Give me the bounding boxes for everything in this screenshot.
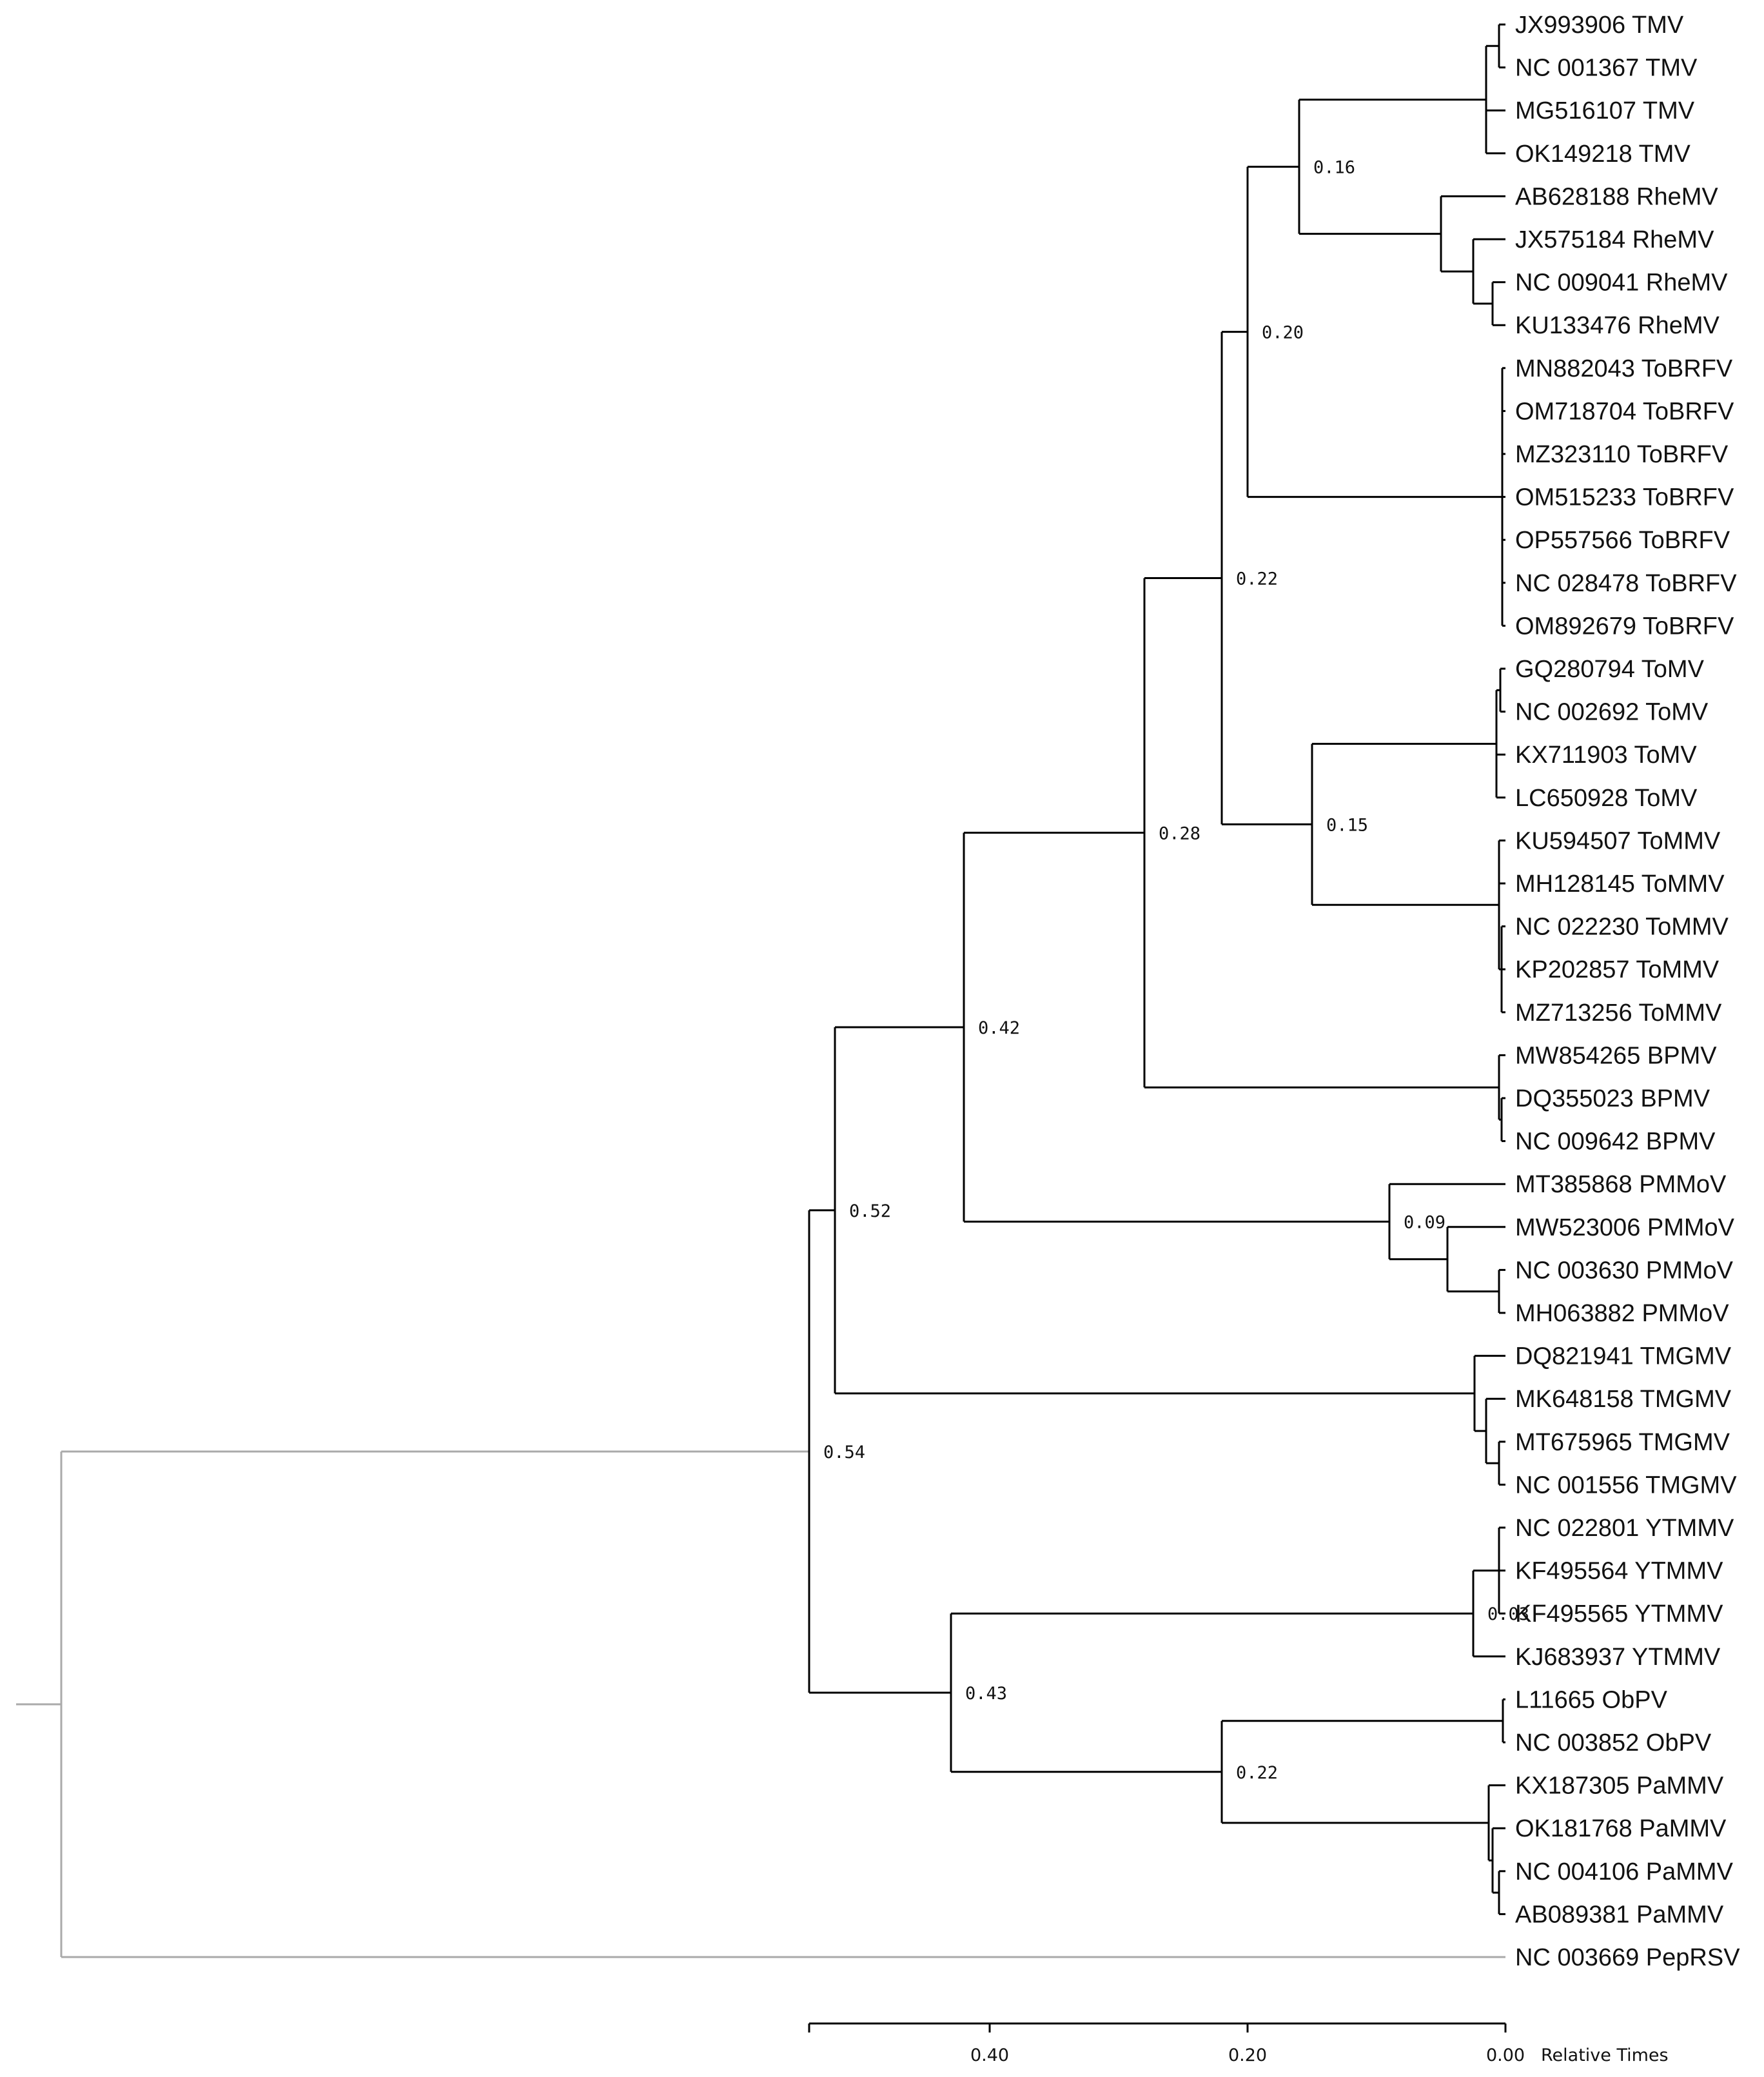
- node-age-label: 0.52: [849, 1201, 891, 1221]
- tip-label: OP557566 ToBRFV: [1515, 527, 1730, 554]
- tip-label: NC 022801 YTMMV: [1515, 1515, 1734, 1542]
- tip-label: KX711903 ToMV: [1515, 742, 1697, 769]
- tip-label: NC 022230 ToMMV: [1515, 914, 1729, 941]
- tip-label: GQ280794 ToMV: [1515, 656, 1705, 683]
- tip-label: DQ821941 TMGMV: [1515, 1343, 1732, 1370]
- axis-title: Relative Times: [1541, 2045, 1669, 2065]
- tip-label: KF495564 YTMMV: [1515, 1558, 1723, 1585]
- tip-label: NC 004106 PaMMV: [1515, 1858, 1734, 1885]
- node-age-label: 0.54: [823, 1442, 865, 1462]
- tip-label: LC650928 ToMV: [1515, 785, 1698, 812]
- tip-label: MK648158 TMGMV: [1515, 1386, 1732, 1413]
- node-age-label: 0.43: [965, 1684, 1007, 1704]
- tip-label: JX993906 TMV: [1515, 12, 1684, 39]
- node-age-label: 0.28: [1159, 823, 1200, 843]
- tip-label: NC 009642 BPMV: [1515, 1128, 1716, 1156]
- tip-label: MT675965 TMGMV: [1515, 1429, 1730, 1456]
- tree-branches: [16, 23, 1505, 1958]
- tip-label: OM892679 ToBRFV: [1515, 613, 1734, 640]
- node-age-label: 0.42: [978, 1018, 1020, 1038]
- tip-label: OK181768 PaMMV: [1515, 1815, 1727, 1842]
- tip-label: NC 001556 TMGMV: [1515, 1472, 1737, 1499]
- tip-label: OM718704 ToBRFV: [1515, 398, 1734, 425]
- tip-label: KX187305 PaMMV: [1515, 1773, 1724, 1800]
- time-axis: Relative Times 0.40 0.20 0.00: [808, 2022, 1669, 2065]
- tip-label: NC 028478 ToBRFV: [1515, 570, 1737, 597]
- axis-tick-label: 0.00: [1486, 2045, 1525, 2065]
- tip-label: MW854265 BPMV: [1515, 1042, 1717, 1069]
- tip-label: NC 009041 RheMV: [1515, 270, 1728, 297]
- tip-label: NC 001367 TMV: [1515, 55, 1698, 82]
- tip-label: MT385868 PMMoV: [1515, 1171, 1727, 1198]
- node-age-label: 0.22: [1236, 1763, 1278, 1783]
- tip-label: MN882043 ToBRFV: [1515, 355, 1733, 382]
- tip-label: MH128145 ToMMV: [1515, 871, 1725, 898]
- tip-label: NC 003669 PepRSV: [1515, 1944, 1740, 1971]
- tip-label: MW523006 PMMoV: [1515, 1214, 1735, 1241]
- tip-label: OK149218 TMV: [1515, 141, 1690, 168]
- tip-label: AB089381 PaMMV: [1515, 1901, 1724, 1928]
- tip-label: NC 003852 ObPV: [1515, 1729, 1712, 1757]
- tip-label: MH063882 PMMoV: [1515, 1300, 1729, 1327]
- tip-label: KU133476 RheMV: [1515, 312, 1720, 339]
- tip-label: KP202857 ToMMV: [1515, 956, 1720, 983]
- node-age-label: 0.20: [1262, 323, 1304, 343]
- node-age-label: 0.16: [1313, 158, 1355, 178]
- axis-tick-label: 0.20: [1228, 2045, 1267, 2065]
- axis-tick-label: 0.40: [970, 2045, 1009, 2065]
- tip-label: KJ683937 YTMMV: [1515, 1644, 1721, 1671]
- tip-label: AB628188 RheMV: [1515, 183, 1718, 210]
- tip-label: L11665 ObPV: [1515, 1686, 1668, 1713]
- tip-label: MG516107 TMV: [1515, 97, 1695, 124]
- node-age-label: 0.03: [1487, 1604, 1529, 1624]
- tip-label: MZ713256 ToMMV: [1515, 999, 1722, 1027]
- tip-label: OM515233 ToBRFV: [1515, 484, 1734, 511]
- tip-label: KU594507 ToMMV: [1515, 827, 1721, 854]
- tip-label: KF495565 YTMMV: [1515, 1600, 1723, 1628]
- node-labels: 0.16 0.20 0.15 0.22 0.28 0.09 0.42 0.52 0.03 0.22…: [823, 158, 1529, 1783]
- node-age-label: 0.15: [1326, 815, 1368, 835]
- tip-labels: JX993906 TMV NC 001367 TMV MG516107 TMV OK1…: [1515, 12, 1740, 1971]
- tip-label: JX575184 RheMV: [1515, 226, 1714, 253]
- node-age-label: 0.22: [1236, 569, 1278, 589]
- tip-label: NC 003630 PMMoV: [1515, 1257, 1734, 1284]
- tip-label: MZ323110 ToBRFV: [1515, 441, 1729, 468]
- tip-label: DQ355023 BPMV: [1515, 1085, 1710, 1112]
- tip-label: NC 002692 ToMV: [1515, 699, 1709, 726]
- node-age-label: 0.09: [1404, 1212, 1446, 1232]
